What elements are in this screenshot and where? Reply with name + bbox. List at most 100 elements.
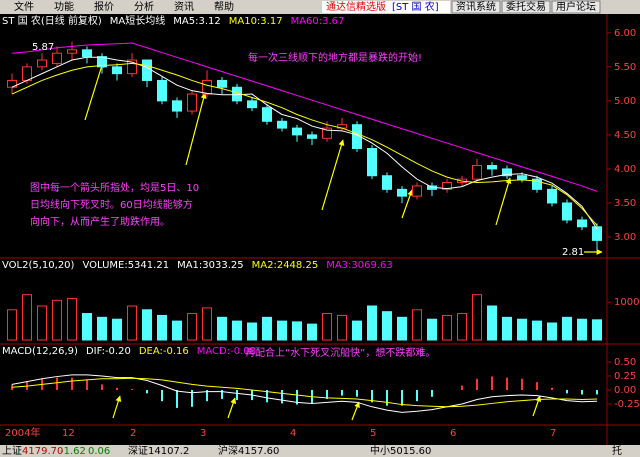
menu-item[interactable]: 帮助 [214, 0, 234, 13]
candle-body [397, 188, 407, 197]
candle-body [517, 175, 527, 180]
status-item: -1.62 [60, 446, 86, 457]
volume-bar [457, 313, 467, 341]
button[interactable] [551, 0, 601, 14]
status-item: 5015.60 [390, 446, 431, 457]
volume-bar [112, 318, 122, 341]
candle-body [382, 175, 392, 190]
date-label: 4 [290, 428, 296, 439]
candle-body [82, 49, 92, 58]
status-item: 沪深 [218, 444, 238, 457]
date-label: 12 [62, 428, 75, 439]
date-label: 7 [550, 428, 556, 439]
volume-bar [262, 316, 272, 341]
button-label[interactable]: 委托交易 [506, 0, 546, 13]
volume-bar [442, 314, 452, 341]
volume-bar [397, 316, 407, 341]
volume-bar [337, 314, 347, 341]
menu-item[interactable]: 分析 [134, 0, 154, 13]
info-label: MA3:3069.63 [326, 260, 393, 271]
high-label: 5.87 [32, 42, 54, 53]
volume-bar [97, 316, 107, 341]
volume-bar [232, 320, 242, 341]
candle-body [202, 79, 212, 95]
volume-bar [292, 321, 302, 341]
date-label: 2 [130, 428, 136, 439]
y-tick-label: -0.25 [614, 399, 640, 410]
volume-bar [247, 322, 257, 341]
menu-item[interactable]: 文件 [14, 0, 34, 13]
y-tick-label: 3.00 [614, 232, 636, 243]
volume-bar [202, 307, 212, 341]
volume-bar [217, 316, 227, 341]
menu-item[interactable]: 功能 [54, 0, 74, 13]
date-label: 6 [450, 428, 456, 439]
stock-title: [ST 国 农] [392, 0, 439, 13]
app-title: 通达信精选版 [326, 0, 386, 13]
info-label: MA60:3.67 [291, 16, 345, 27]
status-bg [0, 445, 640, 457]
volume-bar [412, 309, 422, 341]
candle-body [442, 182, 452, 190]
candle-body [547, 188, 557, 204]
volume-bar [352, 320, 362, 341]
info-label: ST 国 农(日线 前复权) [2, 14, 102, 27]
candle-body [97, 56, 107, 68]
volume-bar [307, 323, 317, 341]
volume-bar [82, 313, 92, 341]
candle-body [322, 127, 332, 139]
status-item: 14107.2 [148, 446, 189, 457]
y-tick-label: 4.50 [614, 130, 636, 141]
annotation: 图中每一个箭头所指处，均是5日、10 [30, 181, 199, 194]
volume-bar [562, 316, 572, 341]
status-item: 上证 [2, 445, 22, 457]
low-label: 2.81 [562, 247, 584, 258]
volume-bar [67, 297, 77, 341]
info-label: MA10:3.17 [229, 16, 283, 27]
info-label: VOL2(5,10,20) [2, 260, 75, 271]
button[interactable] [501, 0, 551, 14]
line [11, 377, 598, 408]
y-tick-label: 6.00 [614, 28, 636, 39]
candle-body [352, 124, 362, 150]
candle-body [157, 79, 167, 102]
info-label: DIF:-0.20 [86, 346, 131, 357]
info-label: MACD(12,26,9) [2, 346, 78, 357]
info-label: VOLUME:5341.21 [82, 260, 169, 271]
button-label[interactable]: 资讯系统 [456, 0, 496, 13]
frame [0, 14, 640, 445]
candle-body [187, 93, 197, 112]
status-item: 0.06 [88, 446, 110, 457]
candle-body [52, 52, 62, 64]
y-tick-label: 3.50 [614, 198, 636, 209]
y-tick-label: 5.50 [614, 62, 636, 73]
date-label: 2004年 [5, 426, 40, 439]
volume-bar [427, 318, 437, 341]
menu-item[interactable]: 资讯 [174, 1, 194, 13]
candle-body [562, 202, 572, 221]
annotation: 每一次三线顺下的地方都是暴跌的开始! [248, 51, 422, 64]
volume-bar [37, 305, 47, 341]
y-tick-label: 5.00 [614, 96, 636, 107]
y-tick-label: 10000 [614, 297, 640, 308]
button[interactable] [451, 0, 501, 14]
volume-bar [22, 294, 32, 341]
volume-bar [52, 299, 62, 341]
candle-body [172, 100, 182, 112]
candle-body [307, 134, 317, 139]
y-tick-label: 4.00 [614, 164, 636, 175]
candle-body [142, 59, 152, 81]
button-label[interactable]: 用户论坛 [556, 0, 596, 13]
candle-body [502, 168, 512, 177]
candle-body [112, 66, 122, 75]
candle-body [412, 185, 422, 197]
menu-item[interactable]: 报价 [94, 0, 114, 13]
arrows [84, 61, 603, 421]
volume-bar [187, 313, 197, 341]
volume-bar [157, 314, 167, 341]
candle-body [247, 100, 257, 109]
candle-body [22, 66, 32, 81]
volume-bar [142, 309, 152, 341]
